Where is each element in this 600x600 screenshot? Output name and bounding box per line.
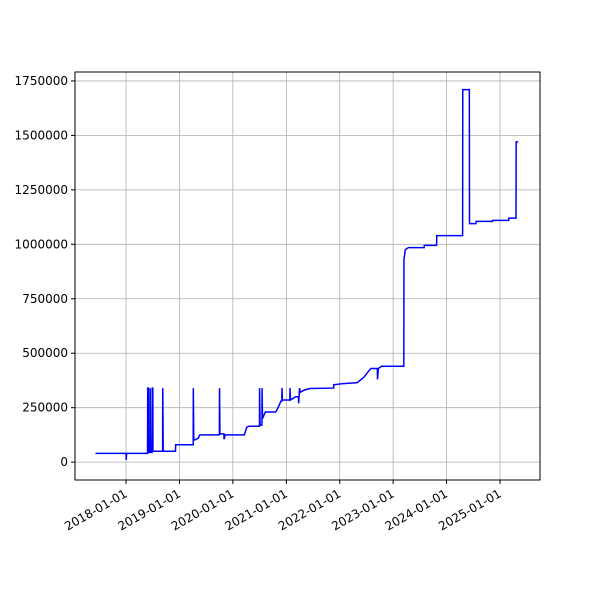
grid — [75, 72, 540, 480]
axes: 0 250000 500000 750000 1000000 1250000 1500000… — [15, 74, 504, 534]
y-tick-label: 1750000 — [15, 74, 68, 88]
y-tick-label: 1000000 — [15, 237, 68, 251]
y-tick-label: 500000 — [22, 346, 68, 360]
y-tick-label: 1500000 — [15, 128, 68, 142]
plot-frame — [74, 71, 541, 481]
data-line — [95, 88, 519, 461]
plot — [95, 88, 519, 461]
y-tick-label: 250000 — [22, 401, 68, 415]
y-tick-label: 1250000 — [15, 183, 68, 197]
y-tick-label: 0 — [60, 455, 68, 469]
y-tick-label: 750000 — [22, 292, 68, 306]
